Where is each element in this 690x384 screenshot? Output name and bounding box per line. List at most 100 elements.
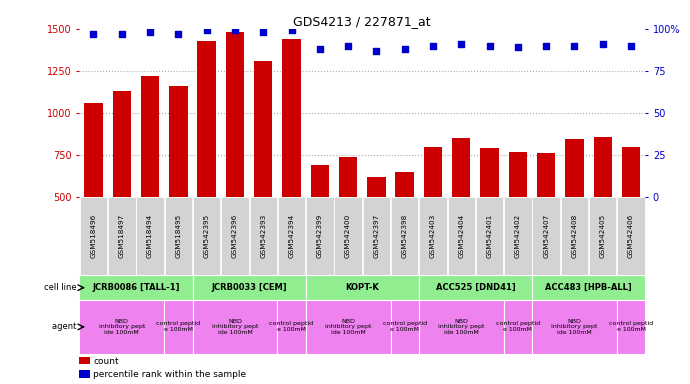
- Bar: [391, 300, 419, 354]
- Bar: [306, 300, 391, 354]
- Text: GSM518494: GSM518494: [147, 214, 153, 258]
- Bar: [169, 86, 188, 281]
- Bar: [193, 197, 220, 275]
- Text: NBD
inhibitory pept
ide 100mM: NBD inhibitory pept ide 100mM: [438, 319, 484, 335]
- Text: NBD
inhibitory pept
ide 100mM: NBD inhibitory pept ide 100mM: [325, 319, 371, 335]
- Bar: [79, 370, 90, 377]
- Bar: [79, 300, 164, 354]
- Bar: [537, 153, 555, 281]
- Bar: [419, 275, 532, 300]
- Point: [145, 29, 156, 35]
- Bar: [221, 197, 248, 275]
- Text: GSM542394: GSM542394: [288, 214, 295, 258]
- Bar: [565, 139, 584, 281]
- Bar: [254, 61, 273, 281]
- Text: GSM518497: GSM518497: [119, 214, 125, 258]
- Text: NBD
inhibitory pept
ide 100mM: NBD inhibitory pept ide 100mM: [551, 319, 598, 335]
- Bar: [533, 197, 560, 275]
- Text: GSM542395: GSM542395: [204, 214, 210, 258]
- Text: GSM542402: GSM542402: [515, 214, 521, 258]
- Point: [371, 48, 382, 54]
- Point: [201, 27, 213, 33]
- Text: GSM542398: GSM542398: [402, 214, 408, 258]
- Text: GSM518495: GSM518495: [175, 214, 181, 258]
- Point: [400, 46, 411, 52]
- Point: [172, 31, 184, 37]
- Bar: [504, 197, 531, 275]
- Text: control peptid
e 100mM: control peptid e 100mM: [609, 321, 653, 332]
- Text: JCRB0033 [CEM]: JCRB0033 [CEM]: [211, 283, 287, 292]
- Text: NBD
inhibitory pept
ide 100mM: NBD inhibitory pept ide 100mM: [99, 319, 145, 335]
- Text: agent: agent: [52, 323, 79, 331]
- Text: GSM542403: GSM542403: [430, 214, 436, 258]
- Point: [541, 43, 552, 49]
- Point: [116, 31, 128, 37]
- Text: GSM542404: GSM542404: [458, 214, 464, 258]
- Text: GSM542399: GSM542399: [317, 214, 323, 258]
- Bar: [137, 197, 164, 275]
- Point: [569, 43, 580, 49]
- Text: GSM542396: GSM542396: [232, 214, 238, 258]
- Bar: [509, 152, 527, 281]
- Text: control peptid
e 100mM: control peptid e 100mM: [383, 321, 426, 332]
- Bar: [250, 197, 277, 275]
- Bar: [622, 147, 640, 281]
- Bar: [504, 300, 532, 354]
- Bar: [310, 165, 329, 281]
- Bar: [193, 300, 277, 354]
- Bar: [419, 300, 504, 354]
- Bar: [420, 197, 446, 275]
- Bar: [424, 147, 442, 281]
- Bar: [80, 197, 107, 275]
- Point: [456, 41, 467, 47]
- Bar: [617, 300, 645, 354]
- Point: [230, 27, 241, 33]
- Text: GSM542397: GSM542397: [373, 214, 380, 258]
- Bar: [593, 137, 612, 281]
- Text: NBD
inhibitory pept
ide 100mM: NBD inhibitory pept ide 100mM: [212, 319, 258, 335]
- Text: ACC525 [DND41]: ACC525 [DND41]: [435, 283, 515, 292]
- Bar: [112, 91, 131, 281]
- Bar: [335, 197, 362, 275]
- Point: [286, 27, 297, 33]
- Text: control peptid
e 100mM: control peptid e 100mM: [270, 321, 313, 332]
- Text: GSM542400: GSM542400: [345, 214, 351, 258]
- Bar: [278, 197, 305, 275]
- Text: GSM542406: GSM542406: [628, 214, 634, 258]
- Bar: [306, 197, 333, 275]
- Bar: [532, 275, 645, 300]
- Bar: [476, 197, 503, 275]
- Text: ACC483 [HPB-ALL]: ACC483 [HPB-ALL]: [545, 283, 632, 292]
- Bar: [448, 197, 475, 275]
- Point: [315, 46, 326, 52]
- Bar: [79, 275, 193, 300]
- Text: GSM542405: GSM542405: [600, 214, 606, 258]
- Bar: [480, 148, 499, 281]
- Bar: [339, 157, 357, 281]
- Bar: [618, 197, 644, 275]
- Bar: [532, 300, 617, 354]
- Bar: [193, 275, 306, 300]
- Bar: [165, 197, 192, 275]
- Text: GSM542408: GSM542408: [571, 214, 578, 258]
- Point: [428, 43, 439, 49]
- Text: count: count: [94, 357, 119, 366]
- Text: GSM518496: GSM518496: [90, 214, 97, 258]
- Bar: [197, 41, 216, 281]
- Bar: [561, 197, 588, 275]
- Bar: [84, 103, 103, 281]
- Text: KOPT-K: KOPT-K: [346, 283, 379, 292]
- Point: [626, 43, 637, 49]
- Bar: [108, 197, 135, 275]
- Point: [512, 44, 524, 50]
- Text: control peptid
e 100mM: control peptid e 100mM: [496, 321, 540, 332]
- Bar: [589, 197, 616, 275]
- Bar: [79, 357, 90, 364]
- Point: [484, 43, 495, 49]
- Bar: [452, 138, 471, 281]
- Point: [88, 31, 99, 37]
- Bar: [391, 197, 418, 275]
- Point: [598, 41, 609, 47]
- Point: [343, 43, 354, 49]
- Bar: [306, 275, 419, 300]
